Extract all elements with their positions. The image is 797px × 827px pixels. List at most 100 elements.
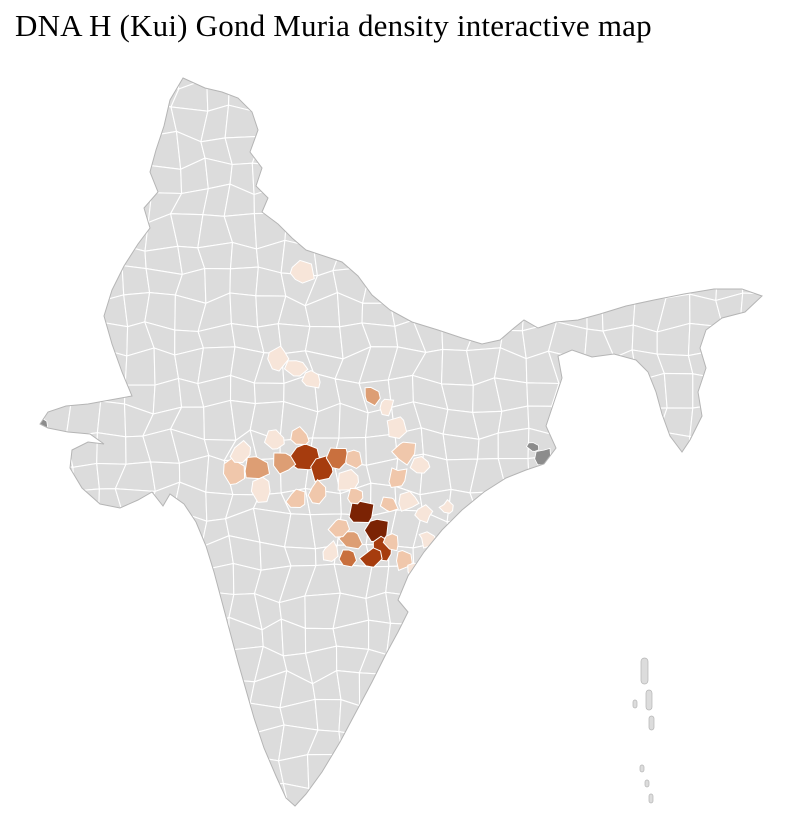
district-cell[interactable] [146,564,173,595]
district-cell[interactable] [60,377,102,406]
district-cell[interactable] [708,157,748,192]
district-cell[interactable] [389,725,423,760]
district-cell[interactable] [735,699,772,736]
district-cell[interactable] [467,111,506,137]
district-cell[interactable] [17,702,47,730]
district-cell[interactable] [60,681,100,705]
district-cell[interactable] [471,134,507,168]
district-cell[interactable] [497,458,531,494]
district-cell[interactable] [387,83,422,117]
district-cell[interactable] [791,358,797,387]
district-cell[interactable] [39,777,73,817]
district-cell[interactable] [308,103,345,137]
district-cell[interactable] [575,699,611,737]
district-cell[interactable] [446,516,480,549]
district-cell[interactable] [92,729,125,758]
highlight-district-level-2[interactable] [345,449,363,469]
district-cell[interactable] [576,409,613,439]
district-cell[interactable] [39,808,73,827]
district-cell[interactable] [11,595,47,629]
district-cell[interactable] [39,536,69,569]
district-cell[interactable] [765,379,797,414]
district-cell[interactable] [18,487,44,522]
district-cell[interactable] [470,672,498,707]
district-cell[interactable] [766,240,797,278]
district-cell[interactable] [93,755,125,784]
district-cell[interactable] [661,86,690,117]
district-cell[interactable] [496,644,535,679]
district-cell[interactable] [763,806,797,827]
district-cell[interactable] [396,210,423,249]
district-cell[interactable] [145,762,177,782]
district-cell[interactable] [470,615,506,647]
district-cell[interactable] [473,644,506,685]
district-cell[interactable] [767,754,797,791]
district-cell[interactable] [502,114,534,138]
district-cell[interactable] [96,432,127,465]
district-cell[interactable] [601,510,637,550]
district-cell[interactable] [148,725,180,766]
district-cell[interactable] [582,783,606,819]
district-cell[interactable] [744,561,767,599]
district-cell[interactable] [554,566,583,603]
district-cell[interactable] [97,700,121,733]
district-cell[interactable] [655,191,695,224]
district-cell[interactable] [663,730,687,766]
district-cell[interactable] [681,755,722,781]
district-cell[interactable] [603,754,633,788]
highlight-district-level-1[interactable] [283,360,309,377]
district-cell[interactable] [337,753,367,792]
district-cell[interactable] [417,242,445,272]
district-cell[interactable] [310,158,346,192]
district-cell[interactable] [141,130,182,170]
district-cell[interactable] [716,51,743,87]
district-cell[interactable] [663,754,691,784]
district-cell[interactable] [633,53,666,88]
district-cell[interactable] [601,76,635,116]
district-cell[interactable] [575,733,611,757]
district-cell[interactable] [385,565,423,598]
district-cell[interactable] [332,211,372,252]
district-cell[interactable] [741,107,775,133]
district-cell[interactable] [88,627,125,656]
district-cell[interactable] [737,805,772,827]
district-cell[interactable] [634,274,667,300]
district-cell[interactable] [657,129,685,166]
district-cell[interactable] [687,510,720,549]
district-cell[interactable] [738,510,773,549]
district-cell[interactable] [8,189,39,218]
district-cell[interactable] [118,536,148,570]
district-cell[interactable] [717,727,742,763]
district-cell[interactable] [122,648,155,680]
district-cell[interactable] [440,804,480,827]
district-cell[interactable] [574,508,605,550]
district-cell[interactable] [117,102,146,138]
district-cell[interactable] [743,456,775,489]
district-cell[interactable] [143,539,183,570]
district-cell[interactable] [334,55,365,82]
district-cell[interactable] [146,699,180,728]
district-cell[interactable] [791,518,797,543]
district-cell[interactable] [627,214,668,248]
district-cell[interactable] [314,698,342,733]
district-cell[interactable] [168,539,202,572]
district-cell[interactable] [362,725,392,759]
highlight-district-level-2[interactable] [382,533,399,552]
district-cell[interactable] [527,724,552,763]
district-cell[interactable] [144,588,173,630]
district-cell[interactable] [335,809,369,827]
district-cell[interactable] [635,372,668,409]
district-cell[interactable] [631,618,669,658]
district-cell[interactable] [36,274,75,297]
district-cell[interactable] [791,490,797,521]
district-cell[interactable] [11,545,44,566]
district-cell[interactable] [95,129,120,160]
district-cell[interactable] [736,79,774,114]
district-cell[interactable] [627,187,668,224]
district-cell[interactable] [688,778,722,808]
district-cell[interactable] [358,699,393,737]
district-cell[interactable] [635,484,668,520]
district-cell[interactable] [552,508,576,543]
district-cell[interactable] [10,54,42,90]
district-cell[interactable] [709,699,739,732]
